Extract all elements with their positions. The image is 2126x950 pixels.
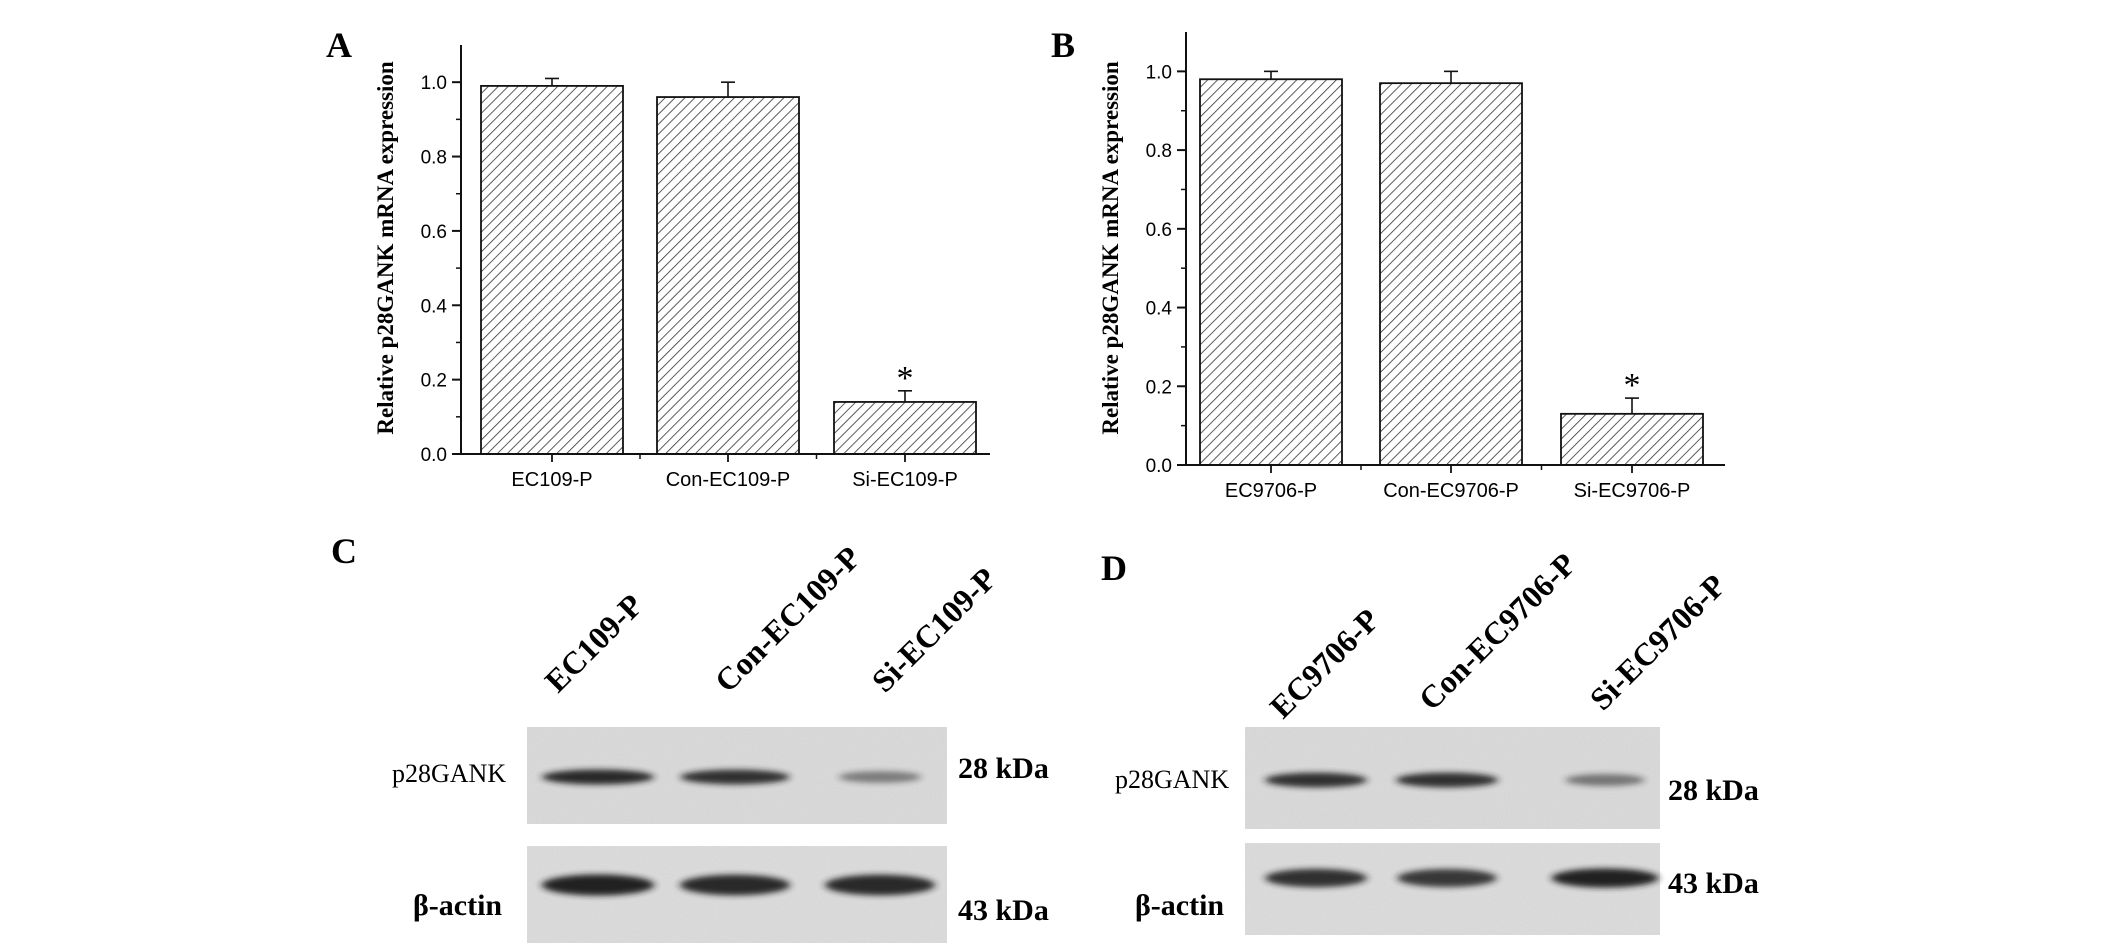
size-label-28kda-d: 28 kDa	[1668, 774, 1759, 807]
y-tick-label: 0.2	[421, 371, 447, 392]
error-bar	[898, 389, 912, 402]
bar-chart-a: Relative p28GANK mRNA expression 0.0 0.2 0…	[373, 45, 990, 491]
significance-mark: *	[1624, 367, 1641, 404]
protein-label-actin-c: β-actin	[413, 889, 502, 922]
y-tick-label: 1.0	[421, 73, 447, 94]
protein-label-p28gank-d: p28GANK	[1115, 765, 1229, 794]
bar-con-ec9706-p	[1379, 82, 1523, 466]
protein-label-actin-d: β-actin	[1135, 889, 1224, 922]
band-p28gank-lane-3	[838, 771, 922, 783]
x-tick-label: Si-EC9706-P	[1574, 480, 1691, 502]
y-tick-label: 0.4	[1146, 299, 1173, 320]
y-tick-label: 0.6	[1146, 220, 1172, 241]
y-tick-label: 0.8	[421, 148, 447, 169]
lane-labels-c: EC109-P Con-EC109-P Si-EC109-P	[537, 539, 1003, 699]
panel-label-a: A	[326, 25, 352, 65]
size-label-43kda-c: 43 kDa	[958, 894, 1049, 927]
band-actin-lane-3	[1551, 868, 1659, 888]
error-bar	[1625, 397, 1639, 414]
band-actin-lane-1	[541, 874, 655, 896]
significance-mark: *	[897, 360, 914, 397]
size-label-43kda-d: 43 kDa	[1668, 867, 1759, 900]
band-actin-lane-2	[1397, 869, 1497, 887]
bar-ec109-p	[480, 85, 624, 455]
bar-con-ec109-p	[656, 96, 800, 455]
band-p28gank-lane-2	[680, 769, 790, 785]
blot-texture	[1245, 843, 1660, 935]
y-tick-label: 0.0	[1146, 456, 1172, 477]
y-tick-label: 0.2	[1146, 377, 1172, 398]
x-tick-label: Si-EC109-P	[852, 469, 958, 491]
bar-si-ec9706-p	[1560, 412, 1704, 466]
size-label-28kda-c: 28 kDa	[958, 752, 1049, 785]
x-tick-label: EC109-P	[511, 469, 592, 491]
panel-label-d: D	[1101, 548, 1127, 588]
y-axis-label-a: Relative p28GANK mRNA expression	[373, 61, 398, 435]
panel-label-b: B	[1051, 25, 1075, 65]
error-bar	[1444, 70, 1458, 84]
lane-labels-d: EC9706-P Con-EC9706-P Si-EC9706-P	[1262, 546, 1732, 725]
western-blot-d: EC9706-P Con-EC9706-P Si-EC9706-P p28GAN…	[1115, 546, 1759, 935]
band-p28gank-lane-1	[542, 769, 654, 785]
x-tick-label: Con-EC9706-P	[1383, 480, 1519, 502]
x-tick-label: EC9706-P	[1225, 480, 1317, 502]
lane-label: EC9706-P	[1262, 601, 1386, 725]
y-axis-label-b: Relative p28GANK mRNA expression	[1098, 61, 1123, 435]
bar-chart-b: Relative p28GANK mRNA expression 0.0 0.2 0…	[1098, 32, 1725, 502]
band-p28gank-lane-3	[1565, 774, 1645, 786]
lane-label: EC109-P	[537, 587, 649, 699]
x-tick-label: Con-EC109-P	[666, 469, 791, 491]
lane-label: Con-EC9706-P	[1411, 546, 1582, 717]
y-tick-label: 0.0	[421, 445, 447, 466]
error-bar	[721, 81, 735, 98]
lane-label: Si-EC9706-P	[1582, 567, 1732, 717]
western-blot-c: EC109-P Con-EC109-P Si-EC109-P p28GANK β…	[392, 539, 1049, 943]
lane-label: Con-EC109-P	[707, 539, 867, 699]
error-bar	[545, 77, 559, 86]
band-actin-lane-1	[1265, 868, 1367, 888]
y-tick-label: 0.6	[421, 222, 447, 243]
band-actin-lane-2	[679, 874, 791, 896]
panel-label-c: C	[331, 531, 357, 571]
band-p28gank-lane-1	[1265, 772, 1367, 788]
error-bar	[1264, 70, 1278, 80]
bar-si-ec109-p	[833, 401, 977, 455]
y-tick-label: 0.8	[1146, 141, 1172, 162]
lane-label: Si-EC109-P	[864, 560, 1003, 699]
y-tick-label: 0.4	[421, 296, 448, 317]
protein-label-p28gank-c: p28GANK	[392, 759, 506, 788]
y-tick-label: 1.0	[1146, 62, 1172, 83]
bar-ec9706-p	[1199, 78, 1343, 466]
band-p28gank-lane-2	[1396, 772, 1498, 788]
band-actin-lane-3	[824, 874, 936, 896]
